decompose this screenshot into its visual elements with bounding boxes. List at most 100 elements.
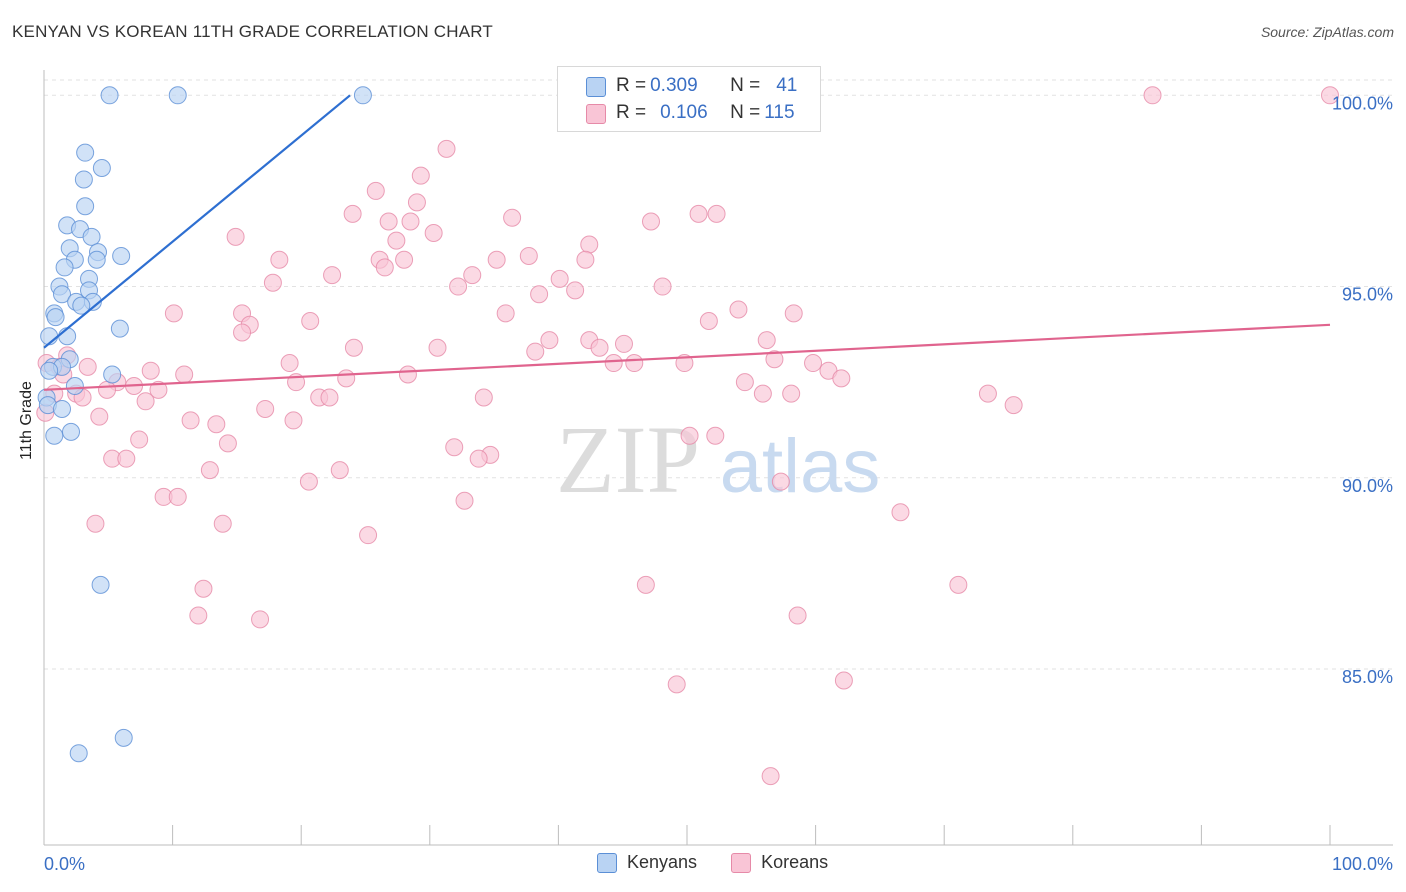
legend-item-koreans: Koreans	[731, 852, 828, 873]
korean-trend-line	[43, 323, 1331, 391]
kenyan-point-33	[65, 377, 84, 395]
korean-point-98	[469, 449, 488, 468]
kenyan-trend-line	[43, 94, 351, 349]
korean-point-48	[614, 334, 633, 353]
kenyan-point-6	[76, 197, 95, 216]
korean-point-8	[707, 204, 726, 223]
legend-label-kenyans: Kenyans	[627, 852, 698, 872]
kenyan-stats: R = 0.309 N = 41	[616, 74, 797, 98]
korean-point-65	[337, 369, 356, 388]
korean-point-28	[449, 277, 468, 296]
kenyan-point-27	[58, 327, 77, 346]
kenyan-point-36	[53, 399, 72, 418]
korean-point-101	[299, 472, 318, 491]
korean-point-46	[428, 338, 447, 357]
korean-point-13	[401, 212, 420, 231]
korean-point-113	[189, 606, 208, 625]
korean-point-39	[784, 304, 803, 323]
korean-point-49	[526, 342, 545, 361]
korean-point-3	[437, 139, 456, 158]
korean-point-36	[496, 304, 515, 323]
korean-point-63	[175, 365, 194, 384]
kenyan-point-13	[112, 246, 131, 265]
source-label: Source: ZipAtlas.com	[1260, 24, 1394, 40]
korean-point-20	[576, 250, 595, 269]
kenyan-point-3	[76, 143, 95, 162]
korean-point-12	[379, 212, 398, 231]
legend-swatch-kenyans	[597, 852, 617, 873]
korean-point-11	[641, 212, 660, 231]
korean-point-30	[653, 277, 672, 296]
korean-point-97	[117, 449, 136, 468]
korean-point-100	[330, 461, 349, 480]
korean-point-106	[891, 503, 910, 522]
korean-r-label: R =	[616, 102, 647, 123]
series-legend: Kenyans Koreans	[597, 852, 862, 873]
korean-point-87	[181, 411, 200, 430]
kenyan-points	[37, 86, 372, 763]
korean-point-23	[395, 250, 414, 269]
korean-point-10	[503, 208, 522, 227]
kenyan-point-4	[92, 158, 111, 177]
korean-point-105	[455, 491, 474, 510]
watermark: ZIP atlas	[556, 406, 880, 513]
korean-r-value: 0.106	[660, 102, 708, 123]
korean-point-44	[757, 331, 776, 350]
korean-point-7	[343, 204, 362, 223]
korean-point-15	[226, 227, 245, 246]
y-tick-label-90: 90.0%	[1342, 476, 1393, 496]
korean-point-75	[978, 384, 997, 403]
kenyan-point-31	[40, 361, 59, 380]
korean-point-26	[463, 266, 482, 285]
korean-point-54	[625, 354, 644, 373]
korean-point-50	[604, 354, 623, 373]
korean-point-4	[411, 166, 430, 185]
korean-point-35	[699, 311, 718, 330]
korean-point-115	[788, 606, 807, 625]
y-axis-label: 11th Grade	[18, 381, 35, 460]
y-tick-label-85: 85.0%	[1342, 667, 1393, 687]
korean-point-88	[284, 411, 303, 430]
axes	[43, 70, 1393, 846]
kenyan-point-19	[53, 285, 72, 304]
kenyan-point-1	[168, 86, 187, 105]
korean-stats: R = 0.106 N = 115	[616, 101, 795, 125]
korean-point-32	[530, 285, 549, 304]
korean-point-108	[213, 514, 232, 533]
chart-title: KENYAN VS KOREAN 11TH GRADE CORRELATION …	[12, 22, 493, 41]
kenyan-point-0	[100, 86, 119, 105]
korean-swatch	[586, 104, 606, 124]
kenyan-n-label: N =	[730, 75, 761, 96]
kenyan-point-25	[110, 319, 129, 338]
korean-point-99	[200, 461, 219, 480]
korean-point-1	[1143, 86, 1162, 105]
korean-point-41	[233, 323, 252, 342]
korean-point-102	[771, 472, 790, 491]
kenyan-r-value: 0.309	[650, 75, 698, 96]
watermark-atlas: atlas	[720, 424, 881, 509]
korean-point-83	[1004, 396, 1023, 415]
korean-point-89	[207, 415, 226, 434]
korean-point-86	[90, 407, 109, 426]
korean-point-81	[474, 388, 493, 407]
korean-point-72	[149, 380, 168, 399]
korean-point-111	[636, 575, 655, 594]
korean-point-2	[1321, 86, 1339, 105]
trend-lines	[43, 94, 1331, 391]
kenyan-swatch	[586, 77, 606, 97]
korean-point-53	[280, 354, 299, 373]
korean-point-64	[398, 365, 417, 384]
kenyan-point-14	[87, 250, 106, 269]
korean-point-17	[580, 235, 599, 254]
x-tick-label-min: 0.0%	[44, 854, 85, 874]
y-tick-label-100: 100.0%	[1332, 93, 1393, 113]
korean-point-118	[761, 767, 780, 786]
korean-point-29	[263, 273, 282, 292]
korean-point-56	[765, 350, 784, 369]
korean-point-116	[667, 675, 686, 694]
kenyan-point-37	[62, 422, 81, 441]
kenyan-point-40	[114, 728, 133, 747]
korean-point-69	[735, 373, 754, 392]
tick-labels: 85.0% 90.0% 95.0% 100.0% 0.0% 100.0%	[44, 93, 1393, 874]
legend-swatch-koreans	[731, 852, 752, 873]
